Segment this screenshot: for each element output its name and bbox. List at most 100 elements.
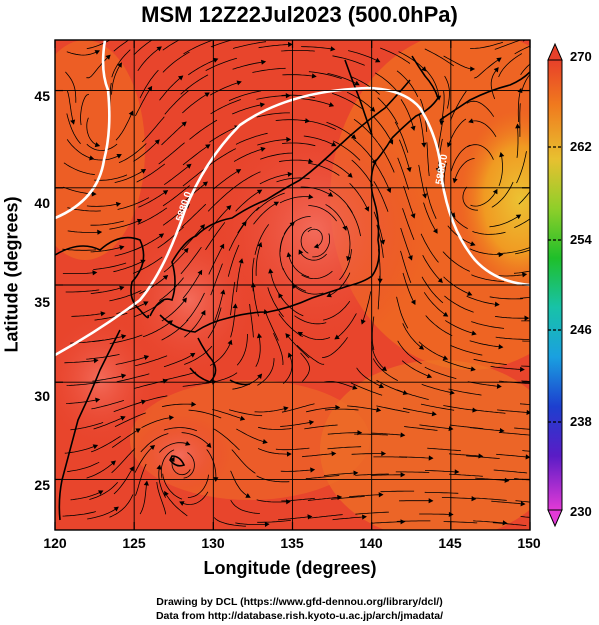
- streamline-arrow: [121, 334, 127, 340]
- streamline-arrow: [381, 366, 387, 372]
- streamline: [139, 481, 148, 515]
- colorbar: [547, 42, 563, 528]
- streamline: [396, 389, 429, 400]
- streamline: [447, 118, 467, 147]
- streamline-arrow: [442, 355, 449, 361]
- streamline-arrow: [286, 252, 292, 258]
- streamline: [163, 352, 195, 368]
- streamline: [448, 453, 483, 457]
- streamline: [163, 248, 189, 273]
- streamline: [498, 431, 530, 436]
- streamline: [346, 227, 351, 261]
- streamline: [300, 98, 334, 107]
- streamline-arrow: [94, 142, 101, 148]
- streamline: [462, 186, 478, 211]
- streamline-arrow: [181, 121, 187, 127]
- streamline-arrow: [520, 501, 526, 507]
- streamline: [67, 461, 100, 472]
- streamline-arrow: [91, 191, 97, 197]
- streamline: [353, 138, 377, 165]
- streamline: [133, 139, 160, 162]
- streamline: [64, 444, 98, 454]
- streamline: [164, 491, 188, 517]
- streamline: [230, 281, 236, 316]
- streamline-arrow: [421, 142, 427, 148]
- streamline: [347, 205, 361, 237]
- streamline: [443, 521, 478, 524]
- streamline: [303, 119, 337, 131]
- streamline: [162, 40, 180, 51]
- streamline: [450, 144, 471, 172]
- streamline-arrow: [236, 80, 242, 86]
- streamline: [161, 319, 189, 341]
- streamline: [64, 359, 98, 364]
- streamline: [207, 148, 236, 167]
- streamline: [163, 427, 198, 432]
- streamline: [62, 272, 97, 274]
- streamline: [161, 121, 187, 146]
- streamline: [71, 312, 105, 317]
- streamline: [472, 231, 506, 235]
- streamline-arrow: [199, 224, 205, 230]
- streamline: [373, 211, 384, 245]
- streamline: [66, 113, 81, 145]
- streamline-arrow: [526, 409, 530, 416]
- streamline: [522, 340, 530, 342]
- streamline: [158, 142, 185, 165]
- streamline-arrow: [499, 427, 505, 434]
- streamline: [109, 219, 142, 230]
- streamline-arrow: [498, 344, 504, 350]
- streamline: [232, 103, 265, 115]
- streamline-arrow: [331, 141, 337, 147]
- colorbar-tick-label: 254: [570, 232, 592, 247]
- streamline-arrow: [191, 401, 197, 407]
- x-tick-label: 140: [359, 535, 383, 551]
- streamline: [520, 296, 530, 299]
- streamline: [228, 221, 247, 251]
- streamline: [517, 88, 522, 122]
- streamline: [66, 139, 94, 160]
- streamline: [327, 446, 362, 450]
- streamline: [227, 244, 240, 277]
- streamline: [87, 506, 119, 520]
- streamline-arrow: [115, 201, 122, 207]
- streamline: [377, 97, 399, 125]
- streamline: [159, 75, 183, 101]
- streamline-arrow: [335, 404, 341, 411]
- streamline: [111, 49, 131, 78]
- streamline-arrow: [227, 339, 233, 346]
- streamline: [141, 416, 174, 429]
- streamline: [453, 158, 475, 183]
- streamline-arrow: [119, 285, 125, 291]
- streamline-arrow: [283, 406, 289, 412]
- streamline: [209, 340, 232, 366]
- streamline: [370, 521, 405, 524]
- streamline: [230, 304, 236, 338]
- streamline: [377, 275, 381, 310]
- streamline: [308, 205, 337, 222]
- streamline: [442, 359, 476, 371]
- streamline: [62, 511, 96, 517]
- streamline-arrow: [136, 218, 143, 224]
- streamline: [109, 494, 134, 518]
- streamline: [65, 71, 77, 103]
- colorbar-tick-label: 230: [570, 504, 592, 519]
- streamline: [232, 41, 267, 49]
- x-tick-label: 145: [438, 535, 462, 551]
- streamline: [301, 46, 335, 50]
- streamline-arrow: [256, 333, 263, 339]
- streamline: [370, 432, 405, 436]
- streamline-arrow: [364, 206, 370, 212]
- streamline-arrow: [92, 270, 98, 276]
- streamline: [494, 316, 529, 319]
- streamline-arrow: [185, 440, 191, 446]
- streamline-arrow: [309, 420, 315, 426]
- y-axis-label: Latitude (degrees): [1, 196, 22, 353]
- streamline-arrow: [354, 80, 360, 86]
- streamline: [235, 522, 269, 525]
- streamline: [425, 69, 440, 100]
- streamline: [450, 90, 467, 121]
- streamline: [228, 90, 262, 101]
- streamline-arrow: [287, 171, 293, 177]
- streamline: [361, 291, 372, 324]
